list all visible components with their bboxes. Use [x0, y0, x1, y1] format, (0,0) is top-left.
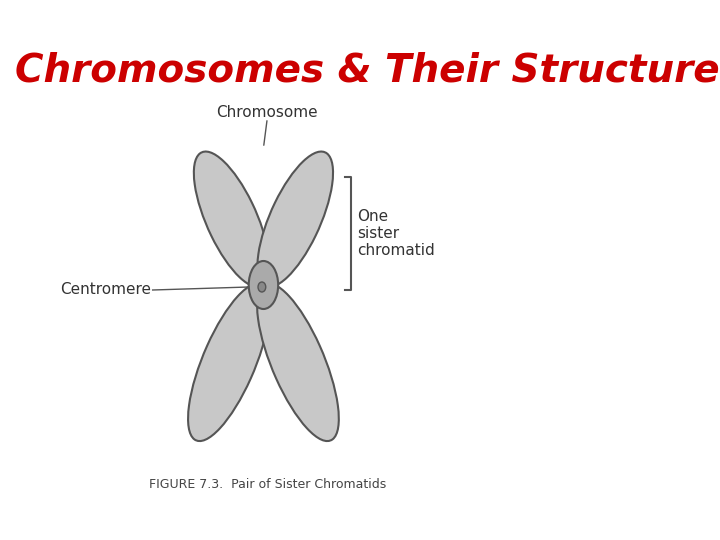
Ellipse shape: [194, 152, 269, 287]
Ellipse shape: [258, 152, 333, 287]
Ellipse shape: [248, 261, 278, 309]
Text: Chromosomes & Their Structure: Chromosomes & Their Structure: [16, 52, 720, 90]
Text: FIGURE 7.3.  Pair of Sister Chromatids: FIGURE 7.3. Pair of Sister Chromatids: [149, 478, 386, 491]
Ellipse shape: [188, 284, 270, 441]
Ellipse shape: [258, 282, 266, 292]
Text: Chromosome: Chromosome: [217, 105, 318, 120]
Ellipse shape: [257, 284, 339, 441]
Text: Centromere: Centromere: [60, 282, 151, 298]
Text: One
sister
chromatid: One sister chromatid: [357, 208, 435, 259]
